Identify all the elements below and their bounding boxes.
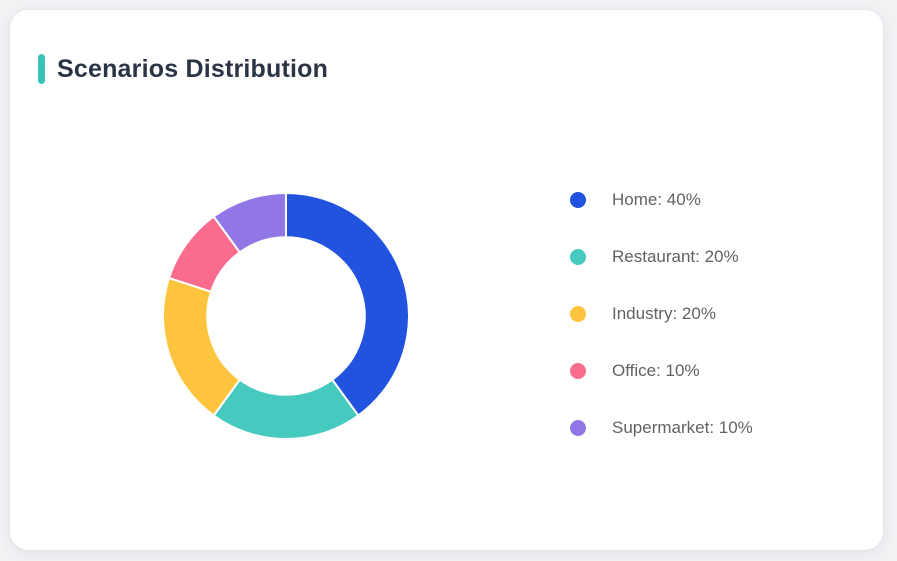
legend-label-supermarket: Supermarket: 10% bbox=[612, 418, 753, 437]
scenarios-distribution-card: Scenarios Distribution Home: 40% Restaura… bbox=[10, 10, 883, 550]
legend-label-office: Office: 10% bbox=[612, 361, 700, 380]
donut-chart-svg bbox=[162, 192, 410, 440]
donut-slice-industry[interactable] bbox=[162, 276, 241, 417]
card-header: Scenarios Distribution bbox=[38, 54, 328, 84]
title-accent-bar bbox=[38, 54, 45, 84]
legend-label-restaurant: Restaurant: 20% bbox=[612, 247, 739, 266]
legend-swatch-supermarket bbox=[570, 420, 586, 436]
legend-item-home[interactable]: Home: 40% bbox=[570, 190, 753, 210]
legend-swatch-home bbox=[570, 192, 586, 208]
legend-item-office[interactable]: Office: 10% bbox=[570, 361, 753, 381]
donut-slice-restaurant[interactable] bbox=[212, 378, 360, 440]
legend-label-home: Home: 40% bbox=[612, 190, 701, 209]
legend-item-supermarket[interactable]: Supermarket: 10% bbox=[570, 418, 753, 438]
donut-chart bbox=[151, 181, 421, 451]
page-title: Scenarios Distribution bbox=[57, 54, 329, 83]
legend-swatch-restaurant bbox=[570, 249, 586, 265]
chart-legend: Home: 40% Restaurant: 20% Industry: 20% Off… bbox=[570, 190, 753, 438]
legend-label-industry: Industry: 20% bbox=[612, 304, 716, 323]
legend-swatch-office bbox=[570, 363, 586, 379]
legend-item-industry[interactable]: Industry: 20% bbox=[570, 304, 753, 324]
donut-slice-supermarket[interactable] bbox=[212, 192, 287, 254]
legend-item-restaurant[interactable]: Restaurant: 20% bbox=[570, 247, 753, 267]
legend-swatch-industry bbox=[570, 306, 586, 322]
donut-slice-home[interactable] bbox=[285, 192, 410, 417]
